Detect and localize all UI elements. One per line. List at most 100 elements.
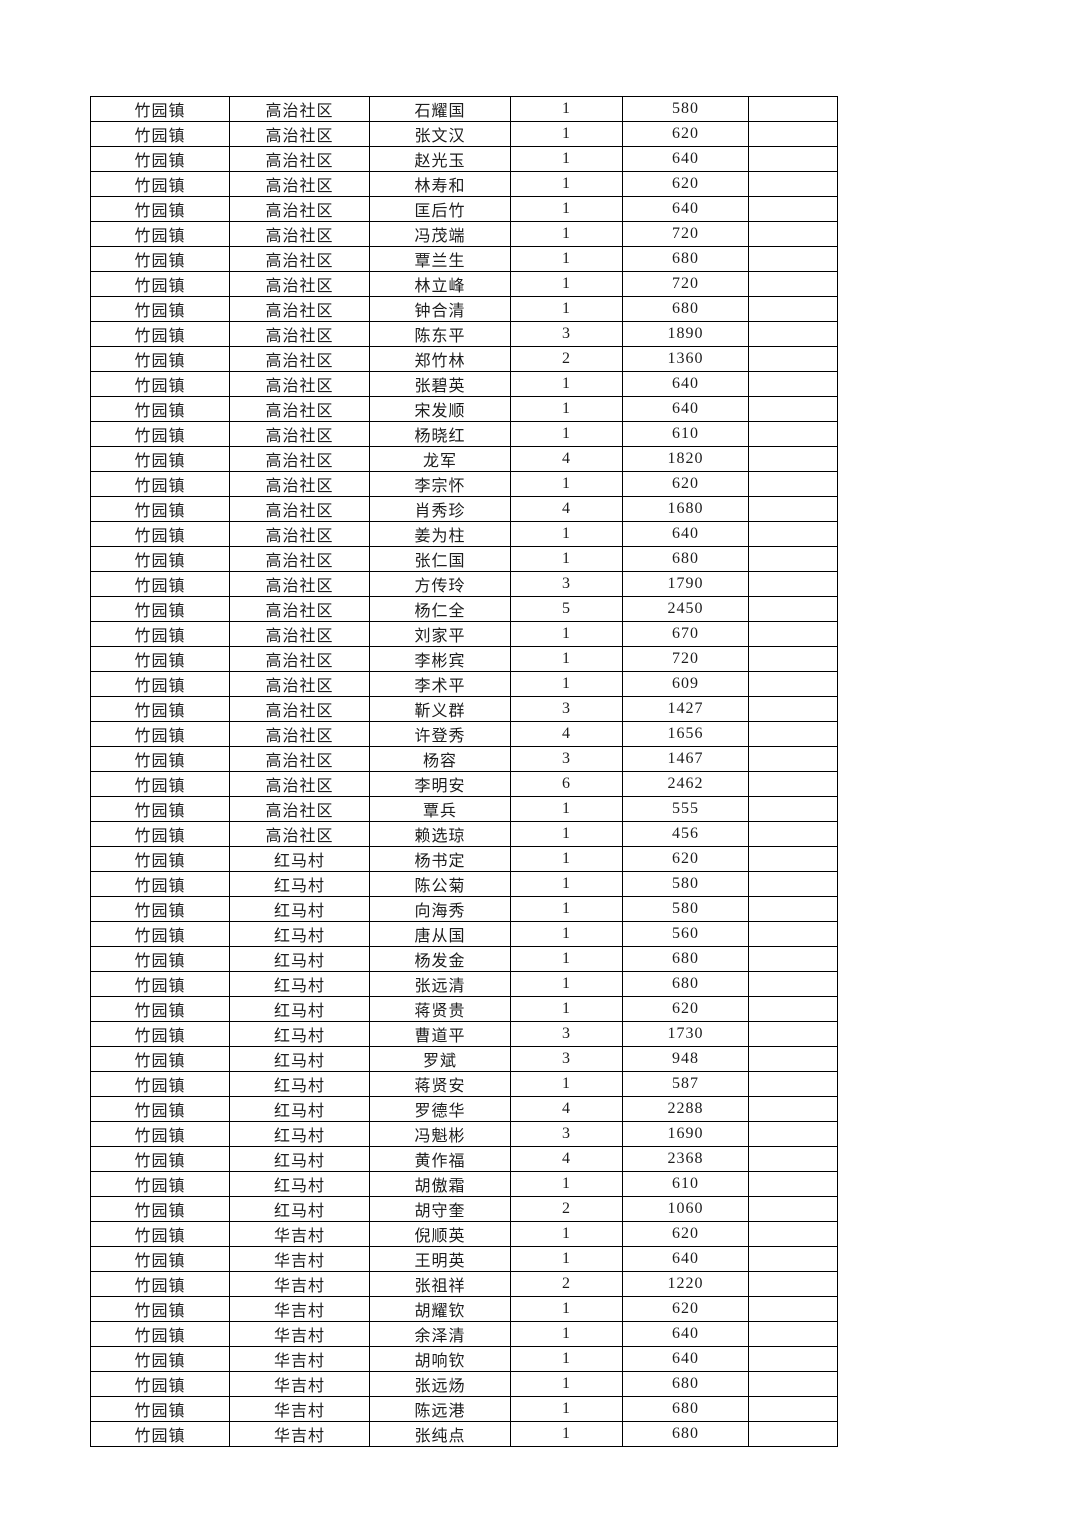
table-row: 竹园镇 高治社区 肖秀珍 4 1680 [90, 496, 838, 522]
cell-name: 杨容 [369, 746, 511, 772]
cell-town: 竹园镇 [90, 1296, 230, 1322]
cell-amount: 680 [622, 296, 749, 322]
cell-area: 高治社区 [229, 746, 370, 772]
cell-area: 红马村 [229, 871, 370, 897]
cell-amount: 640 [622, 371, 749, 397]
table-row: 竹园镇 高治社区 李明安 6 2462 [90, 771, 838, 797]
cell-note [748, 121, 838, 147]
cell-name: 陈东平 [369, 321, 511, 347]
cell-amount: 680 [622, 946, 749, 972]
cell-area: 华吉村 [229, 1321, 370, 1347]
cell-amount: 580 [622, 896, 749, 922]
table-row: 竹园镇 华吉村 胡响钦 1 640 [90, 1346, 838, 1372]
cell-area: 高治社区 [229, 771, 370, 797]
cell-town: 竹园镇 [90, 396, 230, 422]
table-row: 竹园镇 高治社区 覃兵 1 555 [90, 796, 838, 822]
cell-town: 竹园镇 [90, 471, 230, 497]
cell-count: 1 [510, 996, 623, 1022]
cell-note [748, 321, 838, 347]
cell-name: 胡傲霜 [369, 1171, 511, 1197]
cell-note [748, 1221, 838, 1247]
cell-amount: 620 [622, 996, 749, 1022]
cell-amount: 580 [622, 871, 749, 897]
cell-note [748, 1346, 838, 1372]
cell-note [748, 1096, 838, 1122]
table-row: 竹园镇 红马村 罗斌 3 948 [90, 1046, 838, 1072]
cell-town: 竹园镇 [90, 446, 230, 472]
table-row: 竹园镇 高治社区 张碧英 1 640 [90, 371, 838, 397]
table-row: 竹园镇 高治社区 林寿和 1 620 [90, 171, 838, 197]
table-row: 竹园镇 红马村 蒋贤安 1 587 [90, 1071, 838, 1097]
cell-area: 高治社区 [229, 421, 370, 447]
table-row: 竹园镇 华吉村 倪顺英 1 620 [90, 1221, 838, 1247]
cell-name: 覃兵 [369, 796, 511, 822]
cell-amount: 620 [622, 1296, 749, 1322]
cell-note [748, 1046, 838, 1072]
cell-amount: 680 [622, 546, 749, 572]
cell-name: 张远清 [369, 971, 511, 997]
cell-amount: 640 [622, 396, 749, 422]
cell-name: 罗德华 [369, 1096, 511, 1122]
cell-town: 竹园镇 [90, 896, 230, 922]
cell-area: 高治社区 [229, 571, 370, 597]
cell-count: 1 [510, 846, 623, 872]
cell-amount: 680 [622, 1371, 749, 1397]
cell-town: 竹园镇 [90, 971, 230, 997]
cell-town: 竹园镇 [90, 1346, 230, 1372]
cell-count: 6 [510, 771, 623, 797]
cell-name: 林寿和 [369, 171, 511, 197]
cell-count: 3 [510, 1121, 623, 1147]
cell-town: 竹园镇 [90, 721, 230, 747]
cell-area: 红马村 [229, 1046, 370, 1072]
table-row: 竹园镇 高治社区 李彬宾 1 720 [90, 646, 838, 672]
cell-area: 高治社区 [229, 346, 370, 372]
cell-count: 1 [510, 1246, 623, 1272]
cell-name: 胡守奎 [369, 1196, 511, 1222]
cell-amount: 720 [622, 221, 749, 247]
table-row: 竹园镇 高治社区 杨晓红 1 610 [90, 421, 838, 447]
cell-amount: 640 [622, 1246, 749, 1272]
table-row: 竹园镇 华吉村 张远炀 1 680 [90, 1371, 838, 1397]
cell-note [748, 1121, 838, 1147]
cell-name: 冯茂端 [369, 221, 511, 247]
cell-area: 高治社区 [229, 446, 370, 472]
cell-count: 1 [510, 1421, 623, 1447]
table-row: 竹园镇 高治社区 陈东平 3 1890 [90, 321, 838, 347]
cell-amount: 1680 [622, 496, 749, 522]
table-row: 竹园镇 红马村 黄作福 4 2368 [90, 1146, 838, 1172]
table-row: 竹园镇 红马村 陈公菊 1 580 [90, 871, 838, 897]
cell-amount: 610 [622, 1171, 749, 1197]
cell-name: 杨书定 [369, 846, 511, 872]
cell-count: 1 [510, 1371, 623, 1397]
cell-amount: 1656 [622, 721, 749, 747]
cell-town: 竹园镇 [90, 246, 230, 272]
cell-count: 1 [510, 621, 623, 647]
cell-amount: 680 [622, 971, 749, 997]
cell-town: 竹园镇 [90, 1321, 230, 1347]
cell-name: 张碧英 [369, 371, 511, 397]
cell-amount: 640 [622, 146, 749, 172]
cell-note [748, 1071, 838, 1097]
cell-count: 4 [510, 721, 623, 747]
table-row: 竹园镇 高治社区 张文汉 1 620 [90, 121, 838, 147]
cell-count: 1 [510, 96, 623, 122]
table-row: 竹园镇 高治社区 郑竹林 2 1360 [90, 346, 838, 372]
cell-name: 蒋贤贵 [369, 996, 511, 1022]
cell-count: 4 [510, 1146, 623, 1172]
cell-area: 高治社区 [229, 721, 370, 747]
cell-count: 5 [510, 596, 623, 622]
cell-town: 竹园镇 [90, 321, 230, 347]
cell-town: 竹园镇 [90, 1096, 230, 1122]
cell-name: 靳义群 [369, 696, 511, 722]
cell-town: 竹园镇 [90, 646, 230, 672]
cell-town: 竹园镇 [90, 546, 230, 572]
cell-name: 张祖祥 [369, 1271, 511, 1297]
table-row: 竹园镇 华吉村 张纯点 1 680 [90, 1421, 838, 1447]
cell-amount: 1060 [622, 1196, 749, 1222]
cell-town: 竹园镇 [90, 1421, 230, 1447]
table-row: 竹园镇 高治社区 石耀国 1 580 [90, 96, 838, 122]
cell-town: 竹园镇 [90, 921, 230, 947]
cell-area: 高治社区 [229, 621, 370, 647]
cell-amount: 680 [622, 246, 749, 272]
